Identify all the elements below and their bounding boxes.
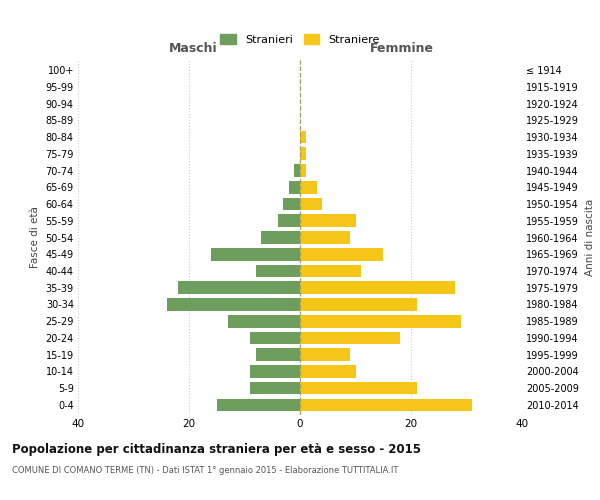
Bar — [300, 164, 305, 177]
Y-axis label: Anni di nascita: Anni di nascita — [585, 199, 595, 276]
Bar — [250, 365, 300, 378]
Bar — [300, 382, 416, 394]
Bar — [295, 164, 300, 177]
Text: Popolazione per cittadinanza straniera per età e sesso - 2015: Popolazione per cittadinanza straniera p… — [12, 442, 421, 456]
Bar — [300, 248, 383, 260]
Bar — [211, 248, 300, 260]
Bar — [256, 348, 300, 361]
Bar — [278, 214, 300, 227]
Bar — [167, 298, 300, 311]
Text: COMUNE DI COMANO TERME (TN) - Dati ISTAT 1° gennaio 2015 - Elaborazione TUTTITAL: COMUNE DI COMANO TERME (TN) - Dati ISTAT… — [12, 466, 398, 475]
Bar — [300, 214, 355, 227]
Bar — [228, 315, 300, 328]
Bar — [300, 198, 322, 210]
Bar — [300, 315, 461, 328]
Bar — [300, 282, 455, 294]
Bar — [300, 398, 472, 411]
Bar — [250, 332, 300, 344]
Bar — [300, 148, 305, 160]
Bar — [300, 298, 416, 311]
Bar — [300, 264, 361, 278]
Bar — [217, 398, 300, 411]
Text: Femmine: Femmine — [370, 42, 434, 54]
Bar — [300, 365, 355, 378]
Bar — [300, 332, 400, 344]
Bar — [283, 198, 300, 210]
Bar — [256, 264, 300, 278]
Bar — [300, 130, 305, 143]
Bar — [300, 348, 350, 361]
Bar — [178, 282, 300, 294]
Bar — [289, 181, 300, 194]
Bar — [300, 231, 350, 244]
Text: Maschi: Maschi — [169, 42, 218, 54]
Bar — [300, 181, 317, 194]
Bar — [250, 382, 300, 394]
Legend: Stranieri, Straniere: Stranieri, Straniere — [216, 30, 384, 50]
Y-axis label: Fasce di età: Fasce di età — [30, 206, 40, 268]
Bar — [261, 231, 300, 244]
